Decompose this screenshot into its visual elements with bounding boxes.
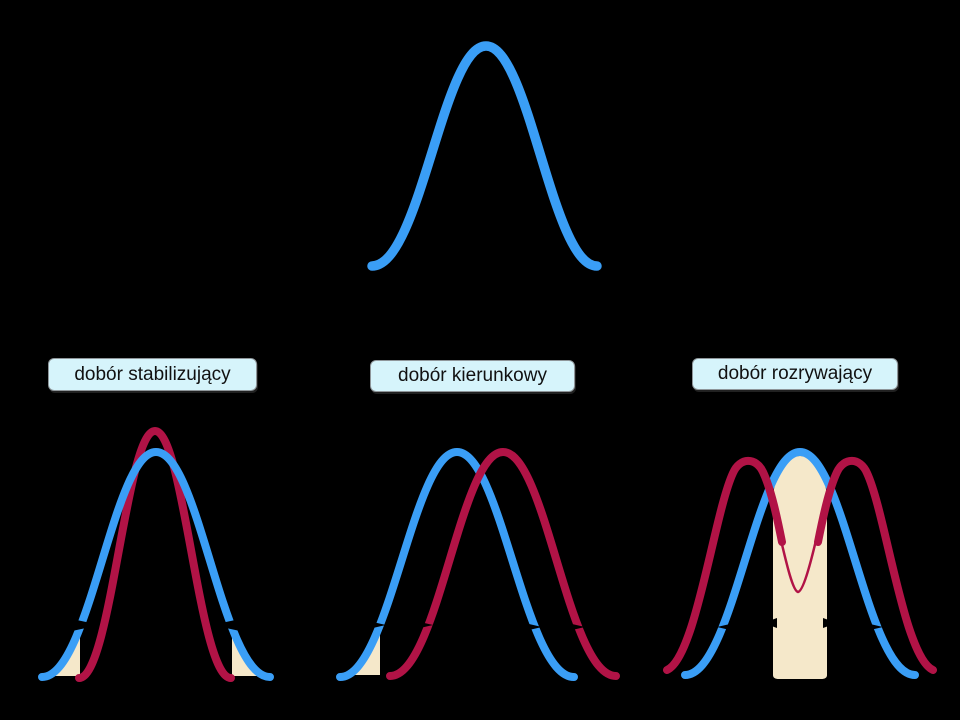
- label-stabilizing-selection: dobór stabilizujący: [48, 358, 257, 391]
- original-distribution-curve: [367, 41, 602, 271]
- label-disruptive-selection: dobór rozrywający: [692, 358, 898, 390]
- selection-arrow-right-1: [360, 619, 386, 631]
- label-directional-selection: dobór kierunkowy: [370, 360, 575, 392]
- selection-arrow-right-4: [559, 621, 585, 633]
- post-selection-curve: [75, 426, 235, 682]
- shaded-left-tail: [46, 627, 80, 676]
- selection-arrow-right-2: [407, 619, 433, 631]
- pre-selection-curve: [38, 447, 274, 681]
- selection-arrow-inward-right: [212, 619, 240, 631]
- label-text: dobór stabilizujący: [74, 363, 231, 385]
- selection-arrow-outward-left-outer: [717, 621, 743, 633]
- selection-arrow-outward-left-inner: [763, 618, 777, 628]
- panel-directional-selection: [336, 447, 620, 681]
- selection-arrow-outward-right-inner: [823, 618, 837, 628]
- selection-arrow-right-3: [516, 621, 542, 633]
- shaded-left-tail: [346, 624, 380, 675]
- pre-selection-curve: [336, 447, 578, 681]
- shaded-right-tail: [232, 627, 266, 676]
- panel-disruptive-selection: [663, 447, 937, 679]
- selection-arrow-inward-left: [72, 619, 100, 631]
- post-selection-curve-right-peak: [814, 456, 937, 674]
- shaded-center-region: [773, 456, 827, 679]
- label-text: dobór rozrywający: [717, 363, 873, 384]
- panel-stabilizing-selection: [38, 426, 274, 682]
- post-selection-curve-left-peak: [663, 456, 786, 674]
- label-text: dobór kierunkowy: [398, 365, 547, 386]
- post-selection-curve: [386, 447, 620, 680]
- selection-arrow-outward-right-outer: [857, 621, 883, 633]
- post-selection-curve-valley: [778, 534, 819, 594]
- panel-original-population: [367, 41, 602, 271]
- pre-selection-curve: [681, 447, 919, 679]
